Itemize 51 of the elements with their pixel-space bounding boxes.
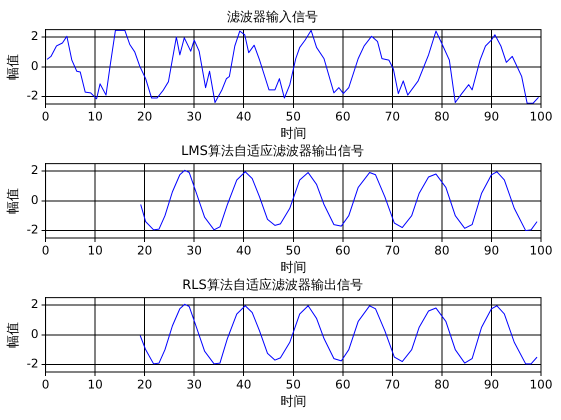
y-axis-title: 幅值	[6, 188, 22, 214]
x-tick-label: 100	[530, 243, 552, 258]
x-tick-label: 100	[530, 109, 552, 124]
y-tick-label: 2	[30, 29, 39, 44]
y-axis-title: 幅值	[6, 54, 22, 80]
x-tick-label: 20	[137, 243, 152, 258]
x-tick-label: 80	[434, 243, 450, 258]
x-tick-label: 0	[42, 109, 50, 124]
x-tick-label: 10	[87, 109, 103, 124]
x-axis-title: 时间	[280, 260, 306, 276]
x-tick-label: 10	[87, 243, 103, 258]
x-tick-label: 80	[434, 377, 450, 392]
x-tick-label: 30	[186, 377, 202, 392]
x-tick-label: 90	[484, 377, 500, 392]
y-axis-title: 幅值	[6, 322, 22, 348]
y-tick-label: 2	[30, 163, 39, 178]
x-tick-label: 60	[335, 109, 350, 124]
y-tick-label: -2	[26, 356, 39, 371]
x-tick-label: 90	[484, 243, 500, 258]
x-tick-label: 40	[236, 243, 252, 258]
x-tick-label: 0	[42, 377, 50, 392]
x-tick-label: 0	[42, 243, 50, 258]
x-tick-label: 90	[484, 109, 500, 124]
x-axis-title: 时间	[280, 394, 306, 410]
x-tick-label: 20	[137, 109, 152, 124]
x-tick-label: 40	[236, 377, 252, 392]
chart-title: RLS算法自适应滤波器输出信号	[182, 277, 363, 294]
y-tick-label: -2	[26, 222, 39, 237]
x-tick-label: 10	[87, 377, 103, 392]
y-tick-label: 0	[30, 326, 39, 341]
x-tick-label: 80	[434, 109, 450, 124]
y-tick-label: 2	[30, 297, 39, 312]
y-tick-label: 0	[30, 58, 39, 73]
x-tick-label: 70	[384, 109, 400, 124]
x-axis-title: 时间	[280, 126, 306, 142]
x-tick-label: 50	[286, 243, 301, 258]
y-tick-label: -2	[26, 88, 39, 103]
y-tick-label: 0	[30, 192, 39, 207]
x-tick-label: 70	[384, 377, 400, 392]
x-tick-label: 30	[186, 243, 202, 258]
x-tick-label: 50	[286, 109, 301, 124]
x-tick-label: 40	[236, 109, 252, 124]
chart-title: 滤波器输入信号	[227, 10, 318, 26]
x-tick-label: 50	[286, 377, 301, 392]
chart-title: LMS算法自适应滤波器输出信号	[181, 143, 364, 160]
x-tick-label: 30	[186, 109, 202, 124]
x-tick-label: 100	[530, 377, 552, 392]
x-tick-label: 60	[335, 243, 350, 258]
x-tick-label: 70	[384, 243, 400, 258]
x-tick-label: 20	[137, 377, 152, 392]
x-tick-label: 60	[335, 377, 350, 392]
